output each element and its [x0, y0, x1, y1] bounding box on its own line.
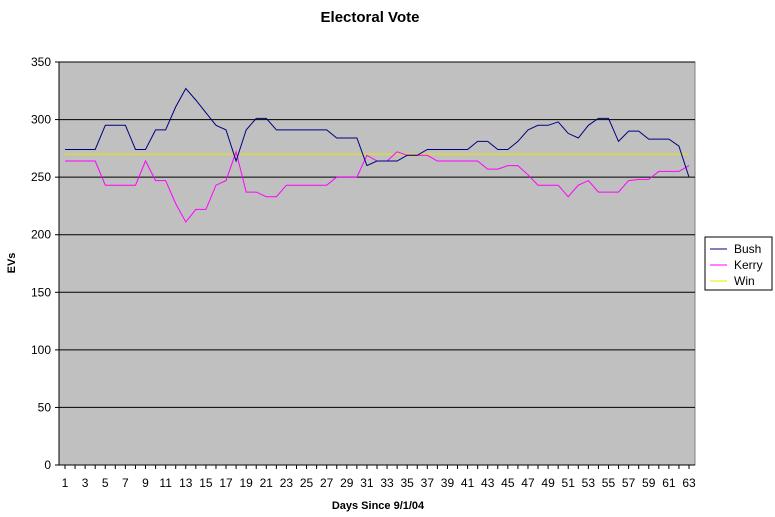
- x-tick-label: 33: [380, 476, 394, 490]
- x-tick-label: 17: [219, 476, 233, 490]
- x-tick-label: 19: [239, 476, 253, 490]
- x-tick-label: 51: [562, 476, 576, 490]
- legend-label-kerry: Kerry: [734, 258, 763, 272]
- x-tick-label: 47: [521, 476, 535, 490]
- x-tick-label: 15: [199, 476, 213, 490]
- x-tick-label: 7: [122, 476, 129, 490]
- x-tick-label: 63: [682, 476, 696, 490]
- x-tick-label: 11: [159, 476, 172, 490]
- x-tick-label: 3: [82, 476, 89, 490]
- y-tick-label: 50: [38, 400, 52, 414]
- y-axis-label: EVs: [6, 253, 18, 274]
- y-tick-label: 100: [31, 343, 51, 357]
- y-tick-label: 350: [31, 55, 51, 69]
- x-axis-ticks: 1 3 5 7 9 11 13 15 17 19 21 23 25 27 29 31 33 35 37 39 41 43 4…: [62, 465, 696, 490]
- x-tick-label: 49: [541, 476, 555, 490]
- x-tick-label: 31: [360, 476, 374, 490]
- y-tick-label: 150: [31, 285, 51, 299]
- x-tick-label: 25: [300, 476, 314, 490]
- x-tick-label: 13: [179, 476, 193, 490]
- x-tick-label: 61: [662, 476, 676, 490]
- x-axis-label: Days Since 9/1/04: [332, 500, 425, 512]
- series-layer: [65, 87, 690, 223]
- y-tick-label: 250: [31, 170, 51, 184]
- x-tick-label: 57: [622, 476, 636, 490]
- series-line-bush: [65, 87, 690, 178]
- x-tick-label: 53: [582, 476, 596, 490]
- y-tick-label: 200: [31, 228, 51, 242]
- x-tick-label: 1: [62, 476, 69, 490]
- x-tick-label: 37: [421, 476, 435, 490]
- plot-area: [58, 61, 696, 466]
- legend-label-bush: Bush: [734, 242, 761, 256]
- x-tick-label: 39: [441, 476, 455, 490]
- legend: Bush Kerry Win: [704, 236, 773, 291]
- y-axis-ticks: 0 50 100 150 200 250 300 350: [31, 55, 59, 472]
- x-tick-label: 35: [401, 476, 415, 490]
- x-tick-label: 5: [102, 476, 109, 490]
- x-tick-label: 41: [461, 476, 475, 490]
- x-tick-label: 23: [280, 476, 294, 490]
- x-tick-label: 29: [340, 476, 354, 490]
- x-tick-label: 9: [142, 476, 149, 490]
- y-tick-label: 0: [44, 458, 51, 472]
- x-tick-label: 43: [481, 476, 495, 490]
- x-tick-label: 27: [320, 476, 334, 490]
- x-tick-label: 45: [501, 476, 515, 490]
- x-tick-label: 55: [602, 476, 616, 490]
- chart-title: Electoral Vote: [321, 9, 420, 26]
- legend-label-win: Win: [734, 274, 755, 288]
- x-tick-label: 59: [642, 476, 656, 490]
- gridlines: [59, 61, 695, 408]
- x-tick-label: 21: [260, 476, 274, 490]
- y-tick-label: 300: [31, 113, 51, 127]
